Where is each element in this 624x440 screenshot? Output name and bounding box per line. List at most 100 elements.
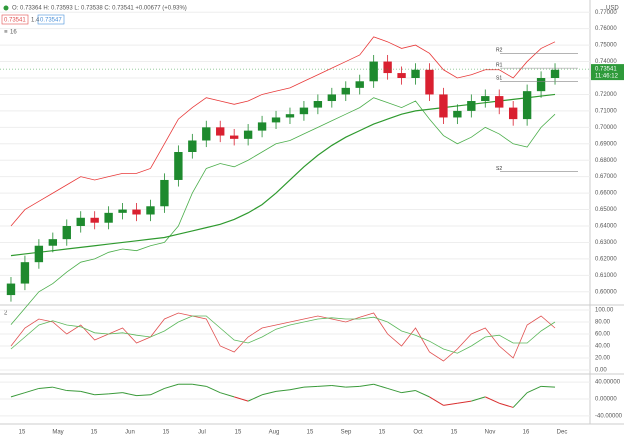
- osc-segment: [38, 386, 53, 389]
- osc-segment: [10, 392, 26, 398]
- y-tick-label: 0.66000: [595, 191, 617, 197]
- candle-body: [90, 217, 99, 223]
- stoch-line: [10, 312, 556, 362]
- osc-segment: [541, 385, 556, 388]
- y-tick-label: 0.68000: [595, 158, 617, 164]
- osc-segment: [289, 386, 305, 391]
- x-tick-label: 15: [235, 430, 242, 436]
- candle-body: [355, 81, 364, 88]
- osc-segment: [303, 385, 318, 388]
- y-tick-label: 0.67000: [595, 174, 617, 180]
- osc-segment: [457, 400, 472, 404]
- osc-segment: [443, 402, 458, 406]
- x-tick-label: Sep: [341, 430, 352, 436]
- osc-segment: [52, 386, 67, 392]
- candle-body: [174, 152, 183, 180]
- osc-segment: [415, 390, 430, 398]
- candle-body: [439, 94, 448, 118]
- candle-body: [243, 130, 253, 139]
- y-tick-label: 0.69000: [595, 141, 617, 147]
- x-tick-label: Dec: [557, 430, 568, 436]
- osc-segment: [80, 390, 95, 396]
- osc-segment: [429, 396, 444, 406]
- candle-body: [62, 226, 71, 240]
- osc-segment: [24, 387, 40, 394]
- y-tick-label: 40.00000: [595, 380, 621, 386]
- osc-segment: [345, 385, 360, 388]
- y-tick-label: 60.00: [595, 332, 611, 338]
- osc-segment: [247, 394, 263, 402]
- price-box-text: 0.73541: [4, 18, 26, 24]
- candle-body: [369, 61, 378, 82]
- candle-body: [508, 107, 518, 120]
- x-tick-label: 15: [163, 430, 170, 436]
- osc-segment: [220, 392, 235, 398]
- candle-body: [411, 69, 420, 78]
- candle-body: [313, 101, 323, 108]
- y-tick-label: 20.00: [595, 356, 611, 362]
- indicator-value: 16: [10, 30, 17, 36]
- candle-body: [299, 107, 309, 115]
- pivot-label: R1: [496, 62, 503, 68]
- candle-body: [397, 73, 406, 78]
- osc-segment: [373, 383, 388, 389]
- candle-body: [20, 262, 30, 284]
- osc-segment: [317, 384, 332, 387]
- x-tick-label: 15: [451, 430, 458, 436]
- candle-body: [216, 127, 225, 136]
- osc-segment: [261, 390, 277, 396]
- y-tick-label: 0.76000: [595, 26, 617, 32]
- candle-body: [104, 212, 113, 223]
- ohlc-header: O: 0.73364 H: 0.73593 L: 0.73538 C: 0.73…: [12, 6, 187, 12]
- y-tick-label: 0.00: [595, 368, 607, 374]
- overlay-line: [10, 93, 556, 257]
- last-price-label: 0.73541: [595, 67, 617, 73]
- x-tick-label: Aug: [269, 430, 280, 436]
- status-dot: [3, 5, 9, 11]
- candle-body: [271, 117, 281, 123]
- y-tick-label: 0.60000: [595, 289, 617, 295]
- y-tick-label: 0.63000: [595, 240, 617, 246]
- x-tick-label: Jun: [125, 430, 135, 436]
- x-tick-label: 15: [307, 430, 314, 436]
- x-tick-label: 15: [379, 430, 386, 436]
- currency: USD: [606, 6, 619, 12]
- candle-body: [467, 101, 476, 111]
- y-tick-label: 100.00: [595, 308, 614, 314]
- osc-segment: [331, 384, 346, 388]
- osc-segment: [206, 385, 221, 394]
- pivot-label: S1: [496, 76, 502, 82]
- last-price-box: [591, 64, 624, 81]
- y-tick-label: 0.00000: [595, 397, 617, 403]
- osc-segment: [275, 389, 291, 392]
- osc-segment: [485, 396, 500, 404]
- x-tick-label: 16: [523, 430, 530, 436]
- candle-body: [341, 87, 350, 95]
- y-tick-label: 0.61000: [595, 273, 617, 279]
- y-tick-label: 0.71000: [595, 108, 617, 114]
- candle-body: [188, 140, 197, 152]
- candle-body: [425, 69, 434, 95]
- stoch-line: [10, 315, 556, 354]
- y-tick-label: 0.64000: [595, 224, 617, 230]
- candle-body: [536, 78, 546, 92]
- candle-body: [146, 206, 155, 215]
- osc-segment: [66, 390, 81, 392]
- candle-body: [327, 94, 337, 102]
- osc-segment: [108, 392, 123, 395]
- osc-segment: [94, 393, 109, 396]
- osc-segment: [136, 394, 151, 397]
- candle-body: [229, 135, 239, 139]
- x-tick-label: Oct: [413, 430, 423, 436]
- candle-body: [132, 209, 141, 215]
- osc-segment: [512, 392, 528, 408]
- y-tick-label: -40.00000: [595, 413, 623, 419]
- candle-body: [522, 91, 532, 120]
- candle-body: [550, 69, 560, 78]
- x-tick-label: Jul: [198, 430, 206, 436]
- candle-body: [34, 245, 44, 263]
- overlay-line: [10, 97, 556, 325]
- price-box2: [37, 14, 65, 25]
- price-box: [1, 14, 29, 25]
